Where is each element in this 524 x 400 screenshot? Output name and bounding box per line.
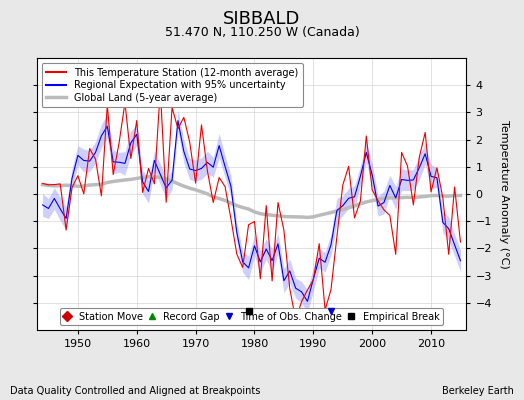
Text: Data Quality Controlled and Aligned at Breakpoints: Data Quality Controlled and Aligned at B… <box>10 386 261 396</box>
Y-axis label: Temperature Anomaly (°C): Temperature Anomaly (°C) <box>498 120 509 268</box>
Text: 51.470 N, 110.250 W (Canada): 51.470 N, 110.250 W (Canada) <box>165 26 359 39</box>
Text: SIBBALD: SIBBALD <box>223 10 301 28</box>
Legend: Station Move, Record Gap, Time of Obs. Change, Empirical Break: Station Move, Record Gap, Time of Obs. C… <box>60 308 443 326</box>
Text: Berkeley Earth: Berkeley Earth <box>442 386 514 396</box>
